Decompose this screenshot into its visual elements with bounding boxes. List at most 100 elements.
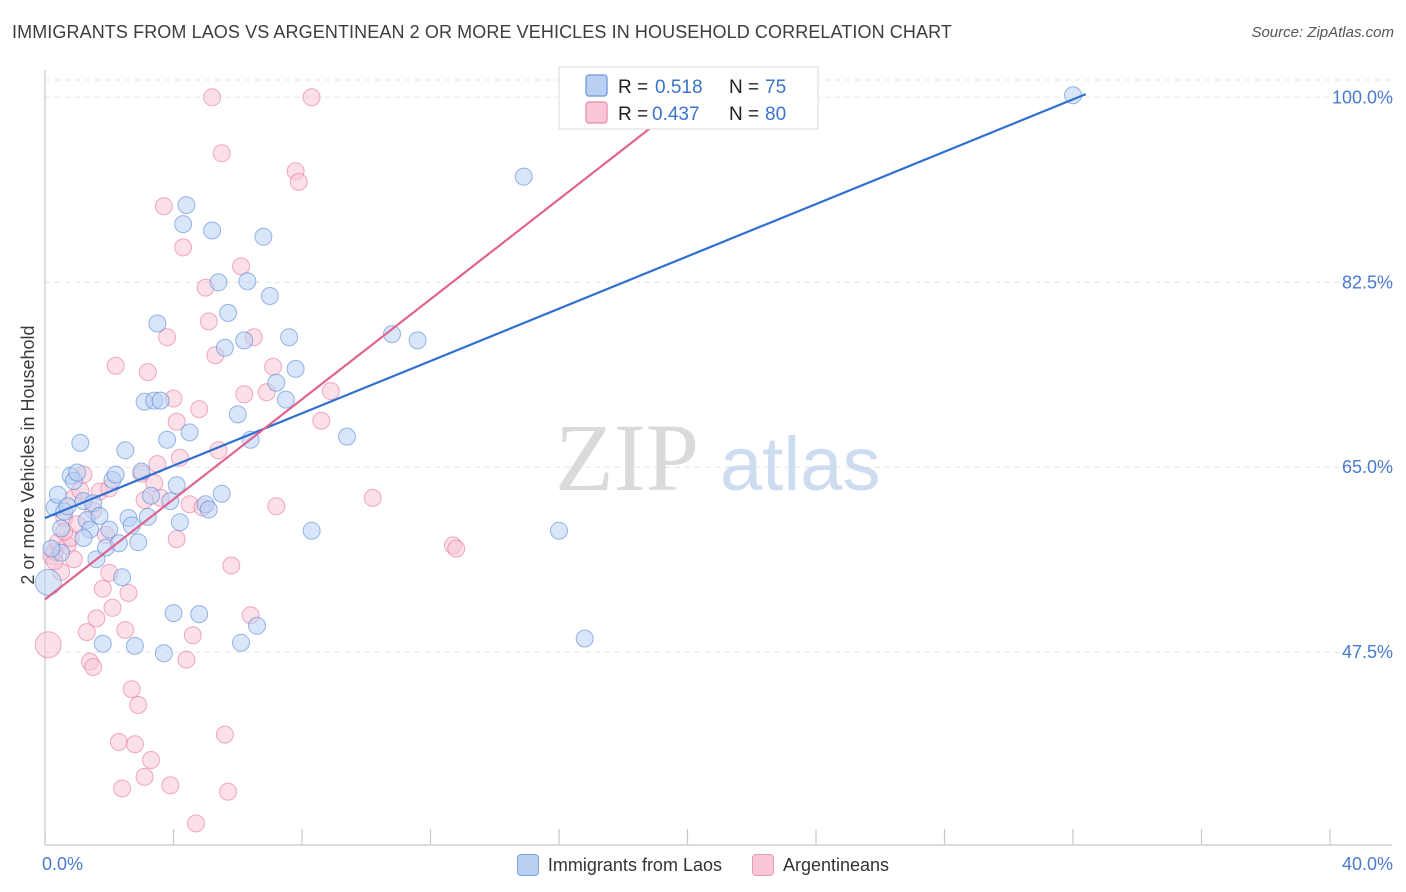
argentineans-point-72	[447, 539, 466, 558]
legend-label-laos: Immigrants from Laos	[547, 854, 722, 875]
laos-point-22	[113, 568, 132, 587]
argentineans-point-57	[222, 556, 241, 575]
trendlines	[44, 93, 1087, 601]
laos-point-18	[100, 520, 119, 539]
legend-r-label-argentineans: R =	[618, 104, 648, 125]
argentineans-point-63	[264, 357, 283, 376]
legend-swatch-argentineans-bottom	[751, 854, 774, 876]
laos-point-54	[235, 331, 254, 350]
series-laos-points	[34, 86, 1082, 663]
argentineans-point-64	[267, 497, 286, 516]
laos-point-26	[125, 636, 144, 655]
series-legend: Immigrants from Laos Argentineans	[0, 852, 1406, 878]
laos-point-8	[68, 463, 87, 482]
laos-point-35	[154, 644, 173, 663]
laos-point-61	[276, 390, 295, 409]
axes	[44, 70, 1392, 846]
argentineans-point-40	[167, 412, 186, 431]
legend-swatch-argentineans	[585, 101, 608, 124]
argentineans-point-32	[142, 751, 160, 769]
legend-r-value-argentineans: 0.437	[652, 104, 700, 125]
laos-point-62	[280, 328, 299, 347]
laos-point-0	[34, 568, 62, 596]
argentineans-point-36	[154, 197, 173, 216]
laos-point-23	[116, 441, 135, 460]
tick-labels: 47.5% 65.0% 82.5% 100.0% 0.0% 40.0%	[42, 87, 1393, 874]
laos-point-70	[575, 629, 594, 648]
laos-point-43	[180, 423, 199, 442]
laos-point-42	[177, 196, 196, 215]
x-tick-label-1: 40.0%	[1342, 854, 1393, 874]
laos-point-47	[203, 221, 222, 240]
argentineans-point-55	[215, 725, 234, 744]
laos-point-15	[90, 506, 109, 525]
y-tick-label-2: 82.5%	[1342, 272, 1393, 292]
legend-n-label-argentineans: N =	[729, 104, 759, 125]
stats-legend: R = 0.518 N = 75 R = 0.437 N = 80	[558, 66, 819, 130]
argentineans-point-68	[312, 411, 331, 430]
argentineans-point-22	[109, 733, 128, 751]
laos-point-52	[228, 405, 247, 424]
laos-point-9	[71, 433, 90, 452]
laos-point-49	[212, 484, 231, 503]
laos-point-72	[42, 539, 61, 558]
laos-point-16	[93, 634, 112, 653]
trendline-argentineans	[44, 93, 695, 601]
laos-point-31	[142, 486, 160, 505]
laos-point-65	[338, 427, 356, 446]
argentineans-point-21	[106, 356, 125, 375]
laos-point-27	[129, 533, 148, 552]
laos-point-2	[48, 485, 67, 504]
argentineans-point-51	[203, 88, 222, 107]
legend-swatch-laos	[585, 74, 608, 97]
laos-point-46	[199, 500, 218, 519]
x-tick-label-0: 0.0%	[42, 854, 83, 874]
legend-r-value-laos: 0.518	[655, 77, 703, 98]
laos-point-50	[215, 338, 234, 357]
laos-point-41	[174, 215, 193, 234]
laos-point-44	[190, 605, 209, 624]
laos-point-60	[267, 373, 286, 392]
laos-point-36	[158, 430, 177, 449]
argentineans-point-59	[235, 385, 254, 404]
argentineans-point-43	[177, 650, 196, 669]
laos-point-64	[302, 521, 321, 540]
laos-point-68	[514, 167, 533, 186]
laos-point-48	[209, 273, 228, 292]
argentineans-point-24	[116, 621, 135, 639]
laos-point-69	[550, 521, 568, 540]
laos-point-39	[167, 476, 186, 495]
argentineans-point-70	[363, 488, 382, 507]
argentineans-point-0	[34, 631, 62, 659]
argentineans-point-12	[77, 623, 96, 642]
y-tick-label-0: 47.5%	[1342, 642, 1393, 662]
legend-item-laos: Immigrants from Laos	[516, 854, 722, 876]
trendline-laos	[44, 93, 1087, 519]
argentineans-point-31	[138, 363, 157, 382]
y-axis-label: 2 or more Vehicles in Household	[18, 325, 38, 584]
legend-n-value-argentineans: 80	[765, 104, 786, 125]
argentineans-point-28	[129, 696, 148, 714]
y-tick-label-3: 100.0%	[1332, 87, 1393, 107]
argentineans-point-50	[199, 312, 218, 331]
chart-title: IMMIGRANTS FROM LAOS VS ARGENTINEAN 2 OR…	[12, 22, 952, 42]
argentineans-point-79	[167, 530, 186, 549]
laos-point-51	[219, 303, 238, 322]
laos-point-57	[248, 616, 266, 635]
laos-point-66	[383, 325, 401, 344]
laos-point-74	[74, 529, 93, 547]
legend-item-argentineans: Argentineans	[751, 854, 889, 876]
argentineans-point-66	[289, 172, 308, 191]
y-tick-label-1: 65.0%	[1342, 457, 1393, 477]
legend-r-label-laos: R =	[618, 77, 648, 98]
laos-point-40	[170, 513, 189, 532]
argentineans-point-38	[161, 776, 180, 795]
argentineans-point-46	[187, 814, 205, 833]
laos-point-33	[148, 314, 167, 333]
watermark-zip: ZIP	[555, 404, 699, 511]
laos-point-58	[254, 227, 273, 246]
legend-n-value-laos: 75	[765, 77, 786, 98]
argentineans-point-69	[321, 382, 340, 401]
laos-point-53	[232, 633, 250, 652]
